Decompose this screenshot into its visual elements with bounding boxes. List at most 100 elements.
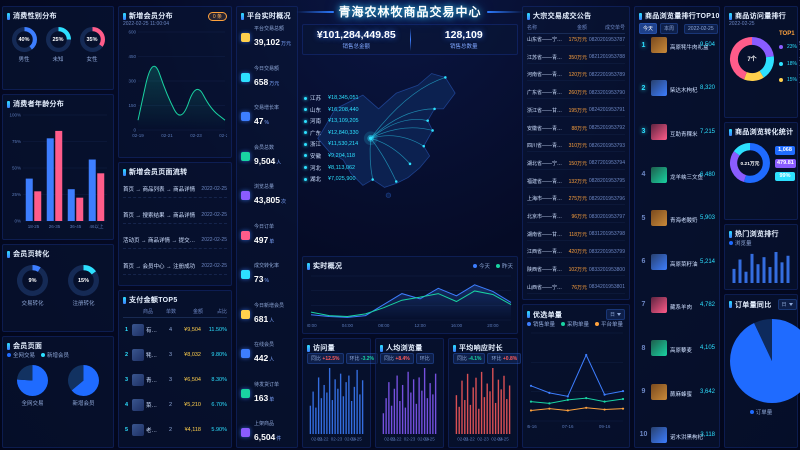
flow-path: 首页 → 商品列表 → 商品详情 [123, 187, 196, 194]
deal-code: 0828201953795 [588, 178, 625, 185]
legend-item[interactable]: 平台单量 [595, 320, 623, 328]
province-amount: ¥16,208,440 [328, 106, 359, 113]
deal-row: 山西省——宁夏回族自治区小米大宗交易 76万元 0834201953801 [527, 282, 625, 294]
deal-row: 湖北省——宁夏回族自治区滩羊肉大宗交易 150万元 0827201953794 [527, 158, 625, 170]
deal-name: 河南省——青海省青稞大宗交易 [527, 72, 563, 79]
yoy-chip: 同比 -4.1% [453, 353, 486, 364]
pie-wrap [16, 364, 49, 397]
province-name: 湖北 [310, 177, 322, 184]
stat-icon [241, 349, 250, 358]
top10-row[interactable]: 3 互助青稞米 7,215 [639, 123, 715, 141]
legend-item[interactable]: 订单量 [749, 408, 772, 416]
legend-dot-icon [595, 322, 600, 326]
kpi-total-amount: ¥101,284,449.85 销售总金额 [303, 25, 410, 54]
views-count: 7,215 [699, 128, 715, 135]
product-thumbnail [651, 426, 667, 443]
deal-name: 陕西省——青海省红枣大宗交易 [527, 267, 563, 274]
rank-number: 8 [641, 344, 646, 352]
deal-name: 湖南省——甘肃省苹果大宗交易 [527, 231, 563, 238]
province-amount: ¥13,109,205 [328, 118, 359, 125]
legend-item[interactable]: 销售单量 [527, 320, 555, 328]
product-info: 柴达木枸杞 [670, 79, 698, 97]
stat-icon [241, 309, 250, 319]
legend-item[interactable]: 今天 [472, 262, 490, 270]
deal-amount: 260万元 [568, 90, 587, 97]
rank-number: 5 [641, 214, 646, 222]
deal-name: 广东省——青海省枸杞大宗交易 [527, 90, 563, 97]
pay-rank: 4 [124, 401, 129, 408]
yoy-value: -4.1% [468, 356, 482, 362]
province-ranking-list: 江苏 ¥18,345,051 山东 ¥16,208,440 河南 ¥13,109… [304, 94, 370, 183]
panel-title: 优选单量 [527, 310, 562, 320]
views-count: 3,118 [700, 431, 715, 438]
product-info: 高原藜麦 [670, 339, 697, 357]
kpi-count-value: 128,109 [444, 29, 483, 41]
top10-row[interactable]: 1 高原牦牛肉礼盒 9,504 [639, 36, 715, 54]
panel-title: 大宗交易成交公告 [527, 11, 591, 21]
pay-amount: ¥8,032 [184, 352, 201, 359]
top10-row[interactable]: 7 藏系羊肉 4,782 [639, 296, 715, 314]
views-count: 6,480 [699, 171, 715, 178]
date-picker[interactable]: 2022-02-25 [684, 23, 718, 34]
chevron-down-icon [788, 303, 793, 306]
pay-rank: 2 [124, 352, 129, 359]
top10-row[interactable]: 5 青海老酸奶 5,903 [639, 209, 715, 227]
category-date[interactable]: 2022-02-25 [729, 21, 755, 27]
pay-rank: 5 [124, 426, 129, 433]
panel-gender-distribution: 消费性别分布 40% 男性 25% 未知 [2, 6, 114, 90]
deal-table-body: 山东省——宁夏回族自治区粮油果蔬大宗交易 175万元 0820201953787… [527, 34, 625, 294]
province-dot-icon [304, 96, 307, 100]
legend-item[interactable]: 全网交易 [7, 351, 35, 359]
mom-chip: 环比 -3.2% [345, 353, 378, 364]
top10-row[interactable]: 2 柴达木枸杞 8,320 [639, 79, 715, 97]
legend-item[interactable]: 新增会员 [41, 351, 69, 359]
top10-row[interactable]: 4 龙羊峡三文鱼 6,480 [639, 166, 715, 184]
product-info: 高原菜籽油 [670, 253, 698, 271]
range-select[interactable]: 日 [605, 309, 625, 320]
flow-row: 首页 → 商品列表 → 商品详情 2022-02-25 [123, 181, 227, 199]
new-member-area-chart [123, 29, 227, 139]
tab-this-week[interactable]: 本周 [660, 23, 679, 34]
deal-amount: 175万元 [568, 37, 587, 43]
flow-date: 2022-02-25 [201, 237, 227, 244]
top10-row[interactable]: 8 高原藜麦 4,105 [639, 339, 715, 357]
rank-number: 9 [641, 388, 646, 396]
kpi-amount-value: ¥101,284,449.85 [316, 29, 396, 41]
gender-donut-canvas [78, 26, 106, 53]
avg-views-mini-chart [380, 366, 439, 442]
range-select[interactable]: 日 [777, 299, 797, 310]
tab-today[interactable]: 今天 [639, 23, 658, 34]
stat-chip-value: 99% [775, 171, 795, 181]
top10-row[interactable]: 6 高原菜籽油 5,214 [639, 253, 715, 271]
stat-unit: 单 [269, 238, 275, 245]
donut-label: 未知 [52, 57, 64, 63]
product-info: 诺木洪黑枸杞 [670, 426, 703, 444]
kpi-strip: ¥101,284,449.85 销售总金额 128,109 销售总数量 [302, 24, 518, 55]
legend-item[interactable]: 采购单量 [561, 320, 589, 328]
mom-chip: 环比 [415, 353, 434, 364]
top10-row[interactable]: 9 蕨麻蜂蜜 3,642 [639, 383, 715, 401]
province-dot-icon [304, 131, 307, 135]
province-row: 湖北 ¥7,025,900 [304, 175, 370, 183]
deal-amount: 132万元 [568, 178, 587, 185]
pie-wrap [67, 364, 100, 397]
deal-amount: 150万元 [568, 160, 587, 167]
new-member-badge[interactable]: 0 条 [207, 11, 227, 21]
panel-mini-avg-views: 人均浏览量 同比 +8.4% 环比 [375, 338, 444, 448]
conversion-ring-cell: 9% 交易转化 [16, 264, 49, 307]
province-dot-icon [304, 154, 307, 158]
conversion-ring-cell: 15% 注册转化 [67, 264, 100, 307]
product-name: 牦牛肉干500g [146, 353, 158, 360]
top10-row[interactable]: 10 诺木洪黑枸杞 3,118 [639, 426, 715, 444]
product-thumbnail [651, 37, 667, 53]
column-header: 单数 [165, 309, 176, 315]
legend-item[interactable]: 昨天 [495, 262, 513, 270]
stat-unit: 件 [276, 436, 282, 442]
deal-amount: 102万元 [568, 267, 587, 274]
product-thumbnail [651, 166, 667, 183]
mom-label: 环比 [491, 356, 502, 362]
stat-icon [241, 151, 250, 161]
legend-item[interactable]: 浏览量 [729, 239, 752, 247]
gender-donut-cell: 35% 女性 [78, 26, 106, 63]
stat-number: 47 [254, 116, 264, 126]
